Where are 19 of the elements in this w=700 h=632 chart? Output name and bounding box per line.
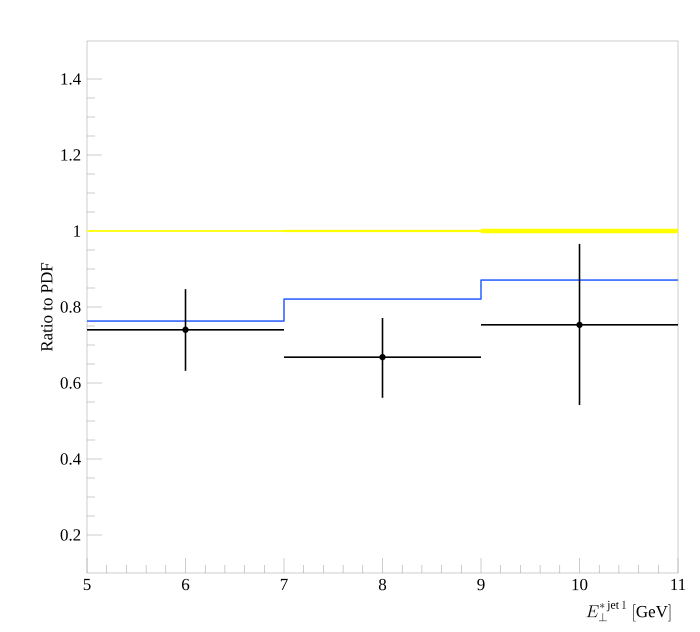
point — [182, 326, 189, 333]
y-tick-label: 1.2 — [61, 149, 80, 161]
x-tick-label: 5 — [84, 578, 91, 590]
point — [379, 354, 386, 360]
x-tick-label: 9 — [477, 578, 485, 590]
x-tick-label: 7 — [280, 578, 288, 590]
y-axis-title: Ratio to PDF — [41, 262, 53, 352]
y-tick-label: 1.4 — [61, 73, 81, 85]
y-tick-label: 0.8 — [60, 301, 81, 313]
x-tick-label: 8 — [378, 578, 386, 590]
y-tick-label: 0.6 — [60, 377, 81, 389]
x-axis-title: $E_\perp^{*\,\mathrm{jet}\,1}\ [\mathrm{GeV}]$ — [586, 600, 670, 622]
x-tick-label: 10 — [572, 578, 588, 590]
y-tick-label: 1 — [74, 225, 80, 237]
x-tick-label: 11 — [671, 578, 686, 590]
point — [576, 322, 583, 328]
x-tick-label: 6 — [182, 578, 190, 590]
y-tick-label: 0.4 — [60, 453, 81, 465]
y-tick-label: 0.2 — [60, 529, 80, 541]
